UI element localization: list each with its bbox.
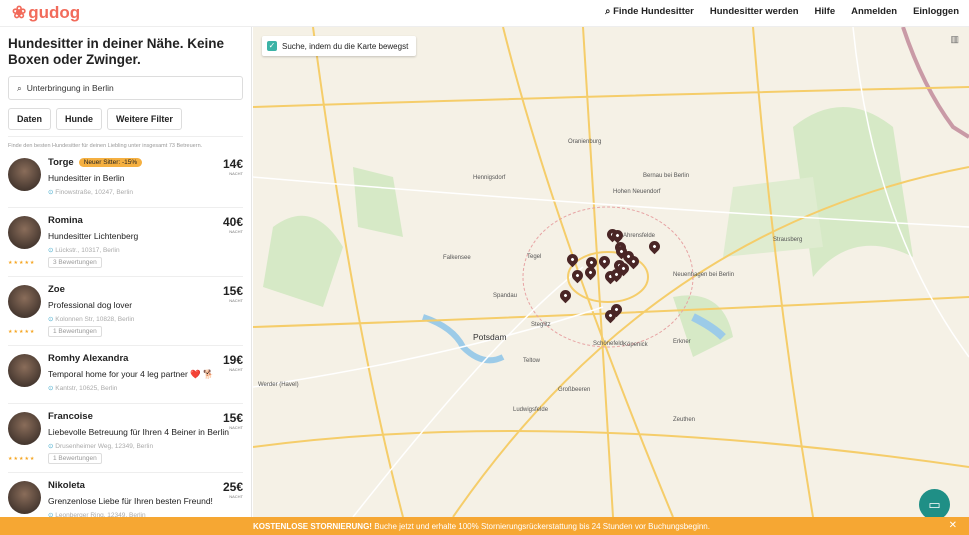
map-label: Falkensee bbox=[443, 255, 471, 261]
location-pin-icon: ⊙ bbox=[48, 316, 56, 323]
sitter-address: ⊙ Drusenheimer Weg, 12349, Berlin bbox=[48, 443, 154, 450]
sitter-address: ⊙ Finowstraße, 10247, Berlin bbox=[48, 189, 133, 196]
sitter-subtitle: Hundesitter in Berlin bbox=[48, 173, 125, 183]
sitter-price: 25€ NACHT bbox=[222, 480, 243, 499]
sitter-subtitle: Professional dog lover bbox=[48, 300, 133, 310]
sitter-name: Zoe bbox=[48, 284, 65, 295]
avatar bbox=[8, 481, 41, 514]
map-label: Hennigsdorf bbox=[473, 175, 506, 181]
reviews-count: 1 Bewertungen bbox=[48, 453, 102, 464]
star-rating: ★★★★★ bbox=[8, 260, 36, 266]
map-background bbox=[253, 27, 969, 517]
header: ❀ gudog ⌕ Finde Hundesitter Hundesitter w… bbox=[0, 0, 969, 27]
map-label: Ludwigsfelde bbox=[513, 407, 549, 413]
map[interactable]: ✓ Suche, indem du die Karte bewegst Orani… bbox=[253, 27, 969, 517]
sitter-name: Romina bbox=[48, 215, 83, 226]
map-label: Spandau bbox=[493, 293, 518, 299]
sitter-subtitle: Hundesitter Lichtenberg bbox=[48, 231, 139, 241]
sitter-card[interactable]: Torge Neuer Sitter: -15% Hundesitter in B… bbox=[8, 150, 243, 208]
sitter-subtitle: Grenzenlose Liebe für Ihren besten Freun… bbox=[48, 496, 213, 506]
map-label: Köpenick bbox=[623, 342, 648, 348]
logo[interactable]: ❀ gudog bbox=[12, 3, 81, 22]
nav-become-sitter[interactable]: Hundesitter werden bbox=[709, 6, 799, 17]
filter-dates-button[interactable]: Daten bbox=[8, 108, 52, 130]
search-icon: ⌕ bbox=[17, 82, 22, 93]
new-sitter-badge: Neuer Sitter: -15% bbox=[78, 158, 143, 167]
map-label: Steglitz bbox=[531, 322, 551, 328]
paw-icon: ❀ bbox=[12, 3, 27, 22]
top-nav: ⌕ Finde Hundesitter Hundesitter werden H… bbox=[605, 6, 959, 17]
reviews-count: 3 Bewertungen bbox=[48, 257, 102, 268]
sitter-subtitle: Liebevolle Betreuung für Ihren 4 Beiner … bbox=[48, 427, 229, 437]
cancellation-banner: KOSTENLOSE STORNIERUNG! Buche jetzt und … bbox=[0, 517, 969, 535]
map-label: Neuenhagen bei Berlin bbox=[673, 272, 735, 278]
avatar bbox=[8, 216, 41, 249]
close-icon[interactable]: ✕ bbox=[948, 520, 957, 531]
sitter-card[interactable]: Francoise Liebevolle Betreuung für Ihren… bbox=[8, 404, 243, 473]
sitter-name: Romhy Alexandra bbox=[48, 353, 129, 364]
map-label: Großbeeren bbox=[558, 387, 591, 393]
map-label: Bernau bei Berlin bbox=[643, 173, 690, 179]
map-label: Hohen Neuendorf bbox=[613, 189, 661, 195]
location-pin-icon: ⊙ bbox=[48, 385, 56, 392]
sitter-address: ⊙ Leonberger Ring, 12349, Berlin bbox=[48, 512, 146, 519]
sitter-card[interactable]: Romina Hundesitter Lichtenberg ⊙ Lückstr… bbox=[8, 208, 243, 277]
reviews-count: 1 Bewertungen bbox=[48, 326, 102, 337]
page-title: Hundesitter in deiner Nähe. Keine Boxen … bbox=[8, 36, 225, 67]
sitter-name: Francoise bbox=[48, 411, 93, 422]
location-pin-icon: ⊙ bbox=[48, 189, 56, 196]
map-layers-icon[interactable]: ▥ bbox=[950, 34, 959, 44]
map-label: Erkner bbox=[673, 339, 691, 345]
map-label: Schönefeld bbox=[593, 341, 624, 347]
map-label: Werder (Havel) bbox=[258, 382, 299, 388]
sitter-address: ⊙ Lückstr., 10317, Berlin bbox=[48, 247, 120, 254]
search-icon: ⌕ bbox=[605, 6, 614, 17]
sitter-name: Torge bbox=[48, 157, 74, 168]
chat-button[interactable]: ▭ bbox=[919, 489, 950, 517]
chat-icon: ▭ bbox=[928, 497, 941, 512]
filters: Daten Hunde Weitere Filter bbox=[8, 108, 243, 130]
location-search-input[interactable]: ⌕ Unterbringung in Berlin bbox=[8, 76, 243, 100]
sitter-price: 19€ NACHT bbox=[222, 353, 243, 372]
map-label: Oranienburg bbox=[568, 139, 602, 145]
checkmark-icon: ✓ bbox=[267, 41, 277, 51]
filter-more-button[interactable]: Weitere Filter bbox=[107, 108, 182, 130]
sitter-card[interactable]: Zoe Professional dog lover ⊙ Kolonnen St… bbox=[8, 277, 243, 346]
sitter-address: ⊙ Kantstr, 10625, Berlin bbox=[48, 385, 118, 392]
results-info: Finde den besten Hundesitter für deinen … bbox=[8, 136, 243, 150]
location-pin-icon: ⊙ bbox=[48, 247, 56, 254]
star-rating: ★★★★★ bbox=[8, 329, 36, 335]
sitter-price: 14€ NACHT bbox=[222, 157, 243, 176]
avatar bbox=[8, 158, 41, 191]
map-label: Teltow bbox=[523, 358, 541, 364]
sitter-list: Torge Neuer Sitter: -15% Hundesitter in B… bbox=[0, 150, 251, 531]
map-label: Strausberg bbox=[773, 237, 803, 243]
nav-find-sitter[interactable]: ⌕ Finde Hundesitter bbox=[605, 6, 694, 17]
avatar bbox=[8, 285, 41, 318]
sitter-price: 15€ NACHT bbox=[222, 284, 243, 303]
nav-login[interactable]: Einloggen bbox=[913, 6, 959, 17]
map-label: Zeuthen bbox=[673, 417, 696, 423]
sitter-price: 15€ NACHT bbox=[222, 411, 243, 430]
sitter-card[interactable]: Romhy Alexandra Temporal home for your 4… bbox=[8, 346, 243, 404]
star-rating: ★★★★★ bbox=[8, 456, 36, 462]
sitter-name: Nikoleta bbox=[48, 480, 85, 491]
map-label: Tegel bbox=[527, 254, 542, 260]
nav-help[interactable]: Hilfe bbox=[814, 6, 836, 17]
location-pin-icon: ⊙ bbox=[48, 443, 56, 450]
sitter-subtitle: Temporal home for your 4 leg partner ❤️ … bbox=[48, 369, 214, 379]
nav-signup[interactable]: Anmelden bbox=[851, 6, 898, 17]
avatar bbox=[8, 354, 41, 387]
map-label: Ahrensfelde bbox=[623, 233, 656, 239]
map-label: Potsdam bbox=[473, 332, 507, 342]
avatar bbox=[8, 412, 41, 445]
sitter-price: 40€ NACHT bbox=[222, 215, 243, 234]
filter-dogs-button[interactable]: Hunde bbox=[56, 108, 103, 130]
search-on-move-checkbox[interactable]: ✓ Suche, indem du die Karte bewegst bbox=[262, 36, 417, 56]
sitter-address: ⊙ Kolonnen Str, 10828, Berlin bbox=[48, 316, 135, 323]
location-pin-icon: ⊙ bbox=[48, 512, 56, 519]
sidebar: Hundesitter in deiner Nähe. Keine Boxen … bbox=[0, 27, 252, 531]
